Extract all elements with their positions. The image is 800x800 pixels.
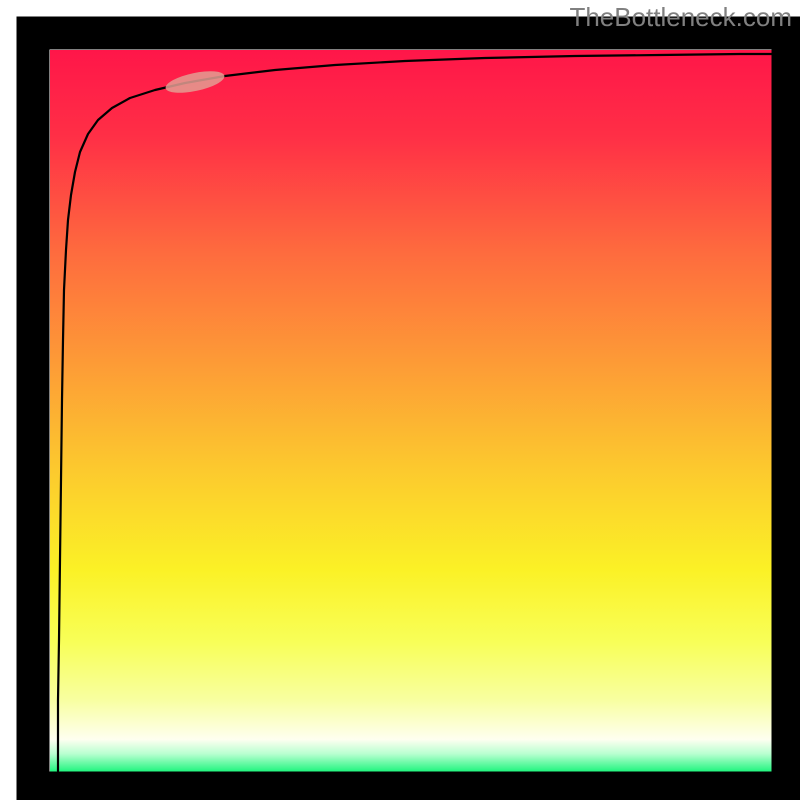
watermark-text: TheBottleneck.com — [569, 2, 792, 33]
chart-stage: TheBottleneck.com — [0, 0, 800, 800]
chart-svg — [0, 0, 800, 800]
plot-background — [50, 50, 772, 772]
